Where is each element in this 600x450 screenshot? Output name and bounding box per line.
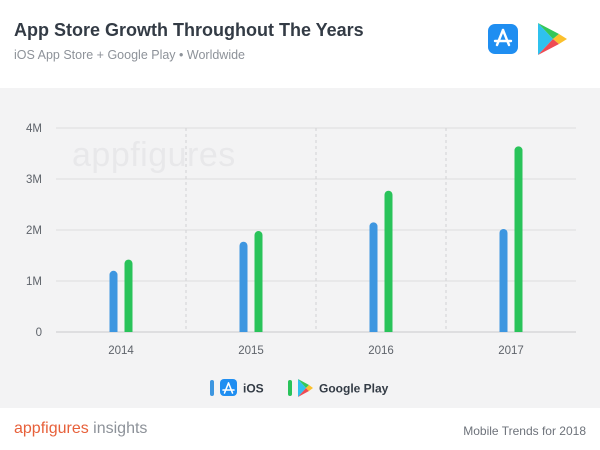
page-title: App Store Growth Throughout The Years	[14, 20, 364, 40]
app-store-icon	[488, 24, 518, 54]
y-tick-label: 3M	[26, 174, 42, 186]
legend-google-play-icon-part	[298, 379, 309, 388]
legend-label-google-play: Google Play	[319, 382, 389, 396]
y-tick-label: 4M	[26, 123, 42, 135]
x-tick-label: 2014	[108, 345, 134, 357]
watermark: appfigures	[72, 136, 236, 174]
footer: appfigures insights Mobile Trends for 20…	[0, 408, 600, 450]
bar-base	[514, 328, 523, 332]
legend-swatch-ios	[210, 380, 214, 396]
bar-ios	[109, 270, 118, 332]
bar-google-play	[254, 231, 263, 332]
legend-app-store-icon	[220, 379, 237, 396]
bar-ios	[369, 222, 378, 332]
bar-google-play	[384, 190, 393, 332]
bar-base	[369, 328, 378, 332]
header: App Store Growth Throughout The Years iO…	[0, 0, 600, 88]
google-play-icon	[538, 23, 567, 55]
chart-plot: 0 1M 2M 3M 4M 2014 2015 2016 2017 iOS Google Play	[26, 123, 576, 397]
bar-google-play	[514, 146, 523, 332]
legend-swatch-google-play	[288, 380, 292, 396]
bar-base	[384, 328, 393, 332]
brand-name: appfigures	[14, 420, 89, 437]
legend-google-play-icon	[298, 379, 306, 397]
bar-base	[254, 328, 263, 332]
x-tick-label: 2015	[238, 345, 264, 357]
y-tick-label: 0	[36, 327, 42, 339]
x-tick-label: 2016	[368, 345, 394, 357]
bar-ios	[239, 241, 248, 332]
bar-ios	[499, 228, 508, 332]
bar-base	[239, 328, 248, 332]
brand-suffix: insights	[88, 420, 148, 437]
bar-base	[124, 328, 133, 332]
y-tick-label: 2M	[26, 225, 42, 237]
page-subtitle: iOS App Store + Google Play • Worldwide	[14, 48, 245, 62]
footer-note: Mobile Trends for 2018	[463, 424, 586, 438]
bar-base	[109, 328, 118, 332]
bar-base	[499, 328, 508, 332]
y-tick-label: 1M	[26, 276, 42, 288]
chart-background: 0 1M 2M 3M 4M 2014 2015 2016 2017 iOS Google Play	[0, 88, 600, 408]
bar-google-play	[124, 259, 133, 332]
legend-google-play-icon-part	[306, 385, 313, 391]
legend-google-play-icon-part	[298, 388, 309, 397]
legend-app-store-glyph	[222, 382, 235, 394]
brand-logo: appfigures insights	[14, 420, 147, 438]
legend-label-ios: iOS	[243, 382, 264, 396]
x-tick-label: 2017	[498, 345, 524, 357]
